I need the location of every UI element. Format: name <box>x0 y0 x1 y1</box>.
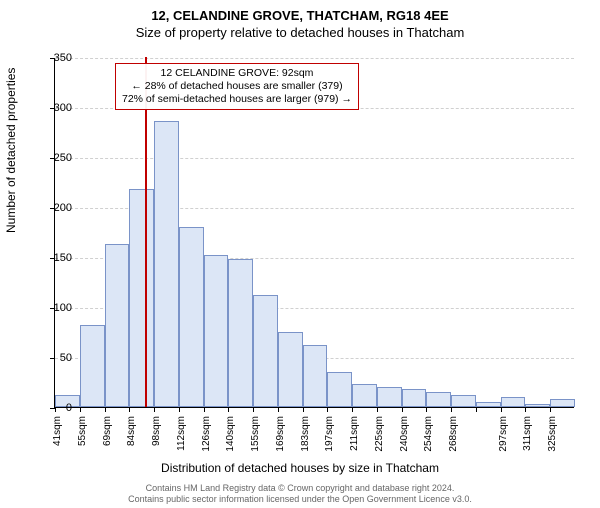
histogram-bar <box>228 259 253 407</box>
histogram-bar <box>451 395 476 407</box>
page-subtitle: Size of property relative to detached ho… <box>0 25 600 40</box>
y-axis-label: Number of detached properties <box>4 68 18 233</box>
xtick-mark <box>105 407 106 412</box>
xtick-mark <box>154 407 155 412</box>
xtick-label: 197sqm <box>324 416 335 466</box>
xtick-mark <box>80 407 81 412</box>
xtick-label: 84sqm <box>126 416 137 466</box>
xtick-mark <box>352 407 353 412</box>
ytick-label: 350 <box>32 52 72 64</box>
xtick-mark <box>501 407 502 412</box>
xtick-label: 169sqm <box>275 416 286 466</box>
ytick-label: 0 <box>32 402 72 414</box>
xtick-mark <box>525 407 526 412</box>
xtick-label: 225sqm <box>374 416 385 466</box>
histogram-bar <box>129 189 154 407</box>
plot-area: 12 CELANDINE GROVE: 92sqm← 28% of detach… <box>54 58 574 408</box>
annotation-line: 72% of semi-detached houses are larger (… <box>122 93 352 106</box>
histogram-bar <box>303 345 328 407</box>
xtick-mark <box>327 407 328 412</box>
ytick-label: 300 <box>32 102 72 114</box>
xtick-label: 41sqm <box>52 416 63 466</box>
xtick-label: 240sqm <box>399 416 410 466</box>
histogram-bar <box>501 397 526 407</box>
ytick-label: 100 <box>32 302 72 314</box>
ytick-label: 150 <box>32 252 72 264</box>
histogram-bar <box>426 392 451 407</box>
xtick-mark <box>550 407 551 412</box>
histogram-bar <box>80 325 105 407</box>
xtick-label: 254sqm <box>423 416 434 466</box>
xtick-label: 183sqm <box>300 416 311 466</box>
histogram-bar <box>525 404 550 407</box>
histogram-bar <box>105 244 130 407</box>
annotation-line: ← 28% of detached houses are smaller (37… <box>122 80 352 93</box>
xtick-mark <box>228 407 229 412</box>
histogram-bar <box>204 255 229 407</box>
xtick-mark <box>303 407 304 412</box>
xtick-label: 155sqm <box>250 416 261 466</box>
xtick-label: 112sqm <box>176 416 187 466</box>
ytick-label: 50 <box>32 352 72 364</box>
annotation-box: 12 CELANDINE GROVE: 92sqm← 28% of detach… <box>115 63 359 110</box>
xtick-label: 98sqm <box>151 416 162 466</box>
xtick-mark <box>426 407 427 412</box>
histogram-bar <box>154 121 179 407</box>
gridline <box>55 58 574 59</box>
xtick-label: 126sqm <box>201 416 212 466</box>
footer-attribution: Contains HM Land Registry data © Crown c… <box>0 483 600 505</box>
footer-line-1: Contains HM Land Registry data © Crown c… <box>0 483 600 494</box>
histogram-bar <box>550 399 575 407</box>
xtick-mark <box>129 407 130 412</box>
xtick-label: 268sqm <box>448 416 459 466</box>
histogram-chart: 12 CELANDINE GROVE: 92sqm← 28% of detach… <box>54 58 574 408</box>
histogram-bar <box>327 372 352 407</box>
page-title: 12, CELANDINE GROVE, THATCHAM, RG18 4EE <box>0 8 600 23</box>
xtick-mark <box>204 407 205 412</box>
xtick-label: 140sqm <box>225 416 236 466</box>
histogram-bar <box>476 402 501 407</box>
histogram-bar <box>278 332 303 407</box>
xtick-label: 55sqm <box>77 416 88 466</box>
xtick-label: 69sqm <box>102 416 113 466</box>
histogram-bar <box>179 227 204 407</box>
xtick-mark <box>179 407 180 412</box>
xtick-mark <box>402 407 403 412</box>
xtick-label: 311sqm <box>522 416 533 466</box>
xtick-label: 325sqm <box>547 416 558 466</box>
gridline <box>55 158 574 159</box>
xtick-mark <box>476 407 477 412</box>
xtick-mark <box>377 407 378 412</box>
xtick-mark <box>451 407 452 412</box>
histogram-bar <box>352 384 377 407</box>
ytick-label: 200 <box>32 202 72 214</box>
histogram-bar <box>377 387 402 407</box>
xtick-label: 211sqm <box>349 416 360 466</box>
annotation-line: 12 CELANDINE GROVE: 92sqm <box>122 67 352 80</box>
xtick-label: 297sqm <box>498 416 509 466</box>
histogram-bar <box>402 389 427 407</box>
histogram-bar <box>253 295 278 407</box>
ytick-label: 250 <box>32 152 72 164</box>
xtick-mark <box>253 407 254 412</box>
xtick-mark <box>278 407 279 412</box>
